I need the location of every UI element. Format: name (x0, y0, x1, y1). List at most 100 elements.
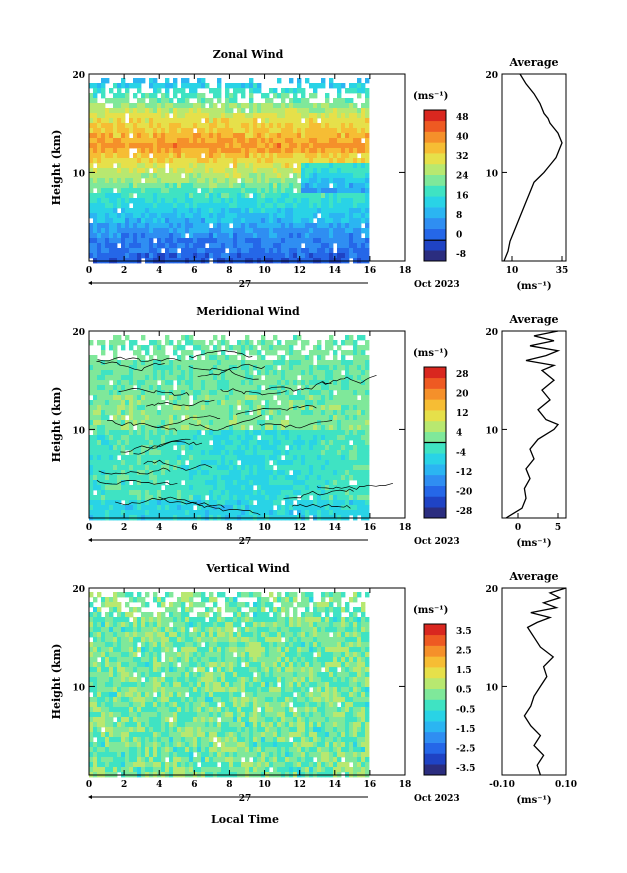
heatmap-cell (309, 138, 314, 144)
heatmap-cell (93, 485, 98, 491)
heatmap-cell (113, 395, 118, 401)
heatmap-cell (277, 405, 282, 411)
heatmap-cell (365, 108, 370, 114)
heatmap-cell (277, 238, 282, 244)
heatmap-cell (169, 248, 174, 254)
heatmap-cell (97, 440, 102, 446)
heatmap-cell (165, 113, 170, 119)
heatmap-cell (93, 213, 98, 219)
heatmap-cell (169, 510, 174, 516)
heatmap-cell (165, 465, 170, 471)
heatmap-cell (89, 647, 94, 653)
heatmap-cell (221, 218, 226, 224)
heatmap-cell (173, 133, 178, 139)
heatmap-cell (89, 485, 94, 491)
heatmap-cell (289, 153, 294, 159)
heatmap-cell (121, 455, 126, 461)
heatmap-cell (97, 420, 102, 426)
heatmap-cell (165, 88, 170, 94)
heatmap-cell (273, 248, 278, 254)
heatmap-cell (349, 218, 354, 224)
heatmap-cell (289, 365, 294, 371)
heatmap-cell (213, 510, 218, 516)
contour-line (194, 502, 261, 516)
heatmap-cell (337, 88, 342, 94)
heatmap-cell (97, 592, 102, 598)
heatmap-cell (125, 208, 130, 214)
heatmap-cell (273, 228, 278, 234)
heatmap-cell (353, 163, 358, 169)
heatmap-cell (221, 500, 226, 506)
heatmap-cell (261, 410, 266, 416)
heatmap-cell (333, 405, 338, 411)
heatmap-cell (197, 465, 202, 471)
heatmap-cell (189, 213, 194, 219)
heatmap-cell (361, 213, 366, 219)
heatmap-cell (201, 450, 206, 456)
heatmap-cell (345, 133, 350, 139)
heatmap-cell (237, 475, 242, 481)
heatmap-cell (233, 415, 238, 421)
heatmap-cell (317, 163, 322, 169)
heatmap-cell (141, 193, 146, 199)
heatmap-cell (341, 118, 346, 124)
heatmap-cell (257, 360, 262, 366)
heatmap-cell (157, 203, 162, 209)
heatmap-cell (329, 203, 334, 209)
heatmap-cell (165, 138, 170, 144)
heatmap-cell (205, 395, 210, 401)
heatmap-cell (89, 183, 94, 189)
heatmap-cell (133, 350, 138, 356)
heatmap-cell (109, 193, 114, 199)
heatmap-cell (261, 138, 266, 144)
heatmap-cell (257, 228, 262, 234)
heatmap-cell (329, 345, 334, 351)
heatmap-cell (357, 243, 362, 249)
heatmap-cell (129, 173, 134, 179)
heatmap-cell (293, 143, 298, 149)
heatmap-cell (165, 455, 170, 461)
heatmap-cell (177, 213, 182, 219)
heatmap-cell (349, 243, 354, 249)
heatmap-cell (89, 602, 94, 608)
heatmap-cell (113, 480, 118, 486)
heatmap-cell (109, 405, 114, 411)
heatmap-cell (245, 345, 250, 351)
heatmap-cell (353, 505, 358, 511)
heatmap-cell (289, 425, 294, 431)
heatmap-cell (153, 410, 158, 416)
heatmap-cell (189, 425, 194, 431)
heatmap-cell (301, 445, 306, 451)
heatmap-cell (165, 510, 170, 516)
heatmap-cell (229, 415, 234, 421)
heatmap-cell (345, 143, 350, 149)
heatmap-cell (125, 335, 130, 341)
heatmap-cell (333, 188, 338, 194)
heatmap-cell (125, 123, 130, 129)
heatmap-cell (317, 370, 322, 376)
heatmap-cell (241, 390, 246, 396)
heatmap-cell (89, 410, 94, 416)
heatmap-cell (117, 475, 122, 481)
heatmap-cell (329, 335, 334, 341)
heatmap-cell (233, 505, 238, 511)
heatmap-cell (237, 253, 242, 259)
heatmap-cell (205, 98, 210, 104)
heatmap-cell (89, 722, 94, 728)
heatmap-cell (117, 505, 122, 511)
heatmap-cell (201, 345, 206, 351)
heatmap-cell (189, 158, 194, 164)
heatmap-cell (189, 435, 194, 441)
heatmap-cell (301, 158, 306, 164)
heatmap-cell (301, 390, 306, 396)
heatmap-cell (353, 143, 358, 149)
heatmap-cell (213, 500, 218, 506)
heatmap-cell (89, 360, 94, 366)
heatmap-cell (265, 93, 270, 99)
heatmap-cell (253, 113, 258, 119)
heatmap-cell (213, 93, 218, 99)
heatmap-cell (213, 350, 218, 356)
heatmap-cell (161, 163, 166, 169)
heatmap-cell (325, 103, 330, 109)
heatmap-cell (93, 612, 98, 618)
